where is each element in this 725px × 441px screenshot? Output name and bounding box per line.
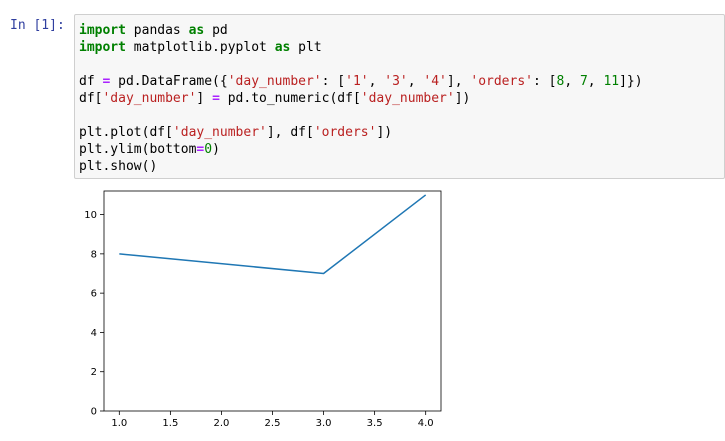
cell-output: 1.0 1.5 2.0 2.5 3.0 3.5 4.0 0 2 4 6 8 10 <box>74 182 725 436</box>
code-token: plt.plot(df[ <box>79 125 173 140</box>
code-token: plt <box>290 40 322 55</box>
x-tick-label: 2.5 <box>265 418 281 429</box>
code-token: ) <box>212 142 220 157</box>
code-token: pandas <box>125 23 189 38</box>
code-cell[interactable]: import pandas as pd import matplotlib.pyp… <box>74 14 725 179</box>
code-token: import <box>79 23 126 38</box>
code-token: plt.ylim(bottom <box>79 142 197 157</box>
code-token: 'day_number' <box>172 125 267 140</box>
code-token: plt.show() <box>79 159 158 174</box>
code-token: 8 <box>556 74 565 89</box>
code-token: ]) <box>376 125 393 140</box>
code-line: plt.ylim(bottom=0) <box>79 141 643 158</box>
code-token: = <box>212 91 220 106</box>
code-token: matplotlib.pyplot <box>125 40 275 55</box>
cell-prompt: In [1]: <box>10 18 65 33</box>
code-token: : [ <box>321 74 346 89</box>
code-token: , <box>564 74 580 89</box>
code-token: import <box>79 40 126 55</box>
x-tick-label: 1.0 <box>111 418 127 429</box>
code-token: , <box>368 74 385 89</box>
y-tick-label: 6 <box>91 289 97 300</box>
code-line: import matplotlib.pyplot as plt <box>79 39 643 56</box>
code-token: ]) <box>454 91 471 106</box>
code-line: df['day_number'] = pd.to_numeric(df['day… <box>79 90 643 107</box>
code-token: 'orders' <box>470 74 533 89</box>
code-token: '3' <box>384 74 408 89</box>
code-token: pd.DataFrame({ <box>110 74 228 89</box>
code-token: pd <box>204 23 228 38</box>
code-token: 'day_number' <box>360 91 455 106</box>
code-token: as <box>188 23 205 38</box>
code-token: pd.to_numeric(df[ <box>219 91 361 106</box>
code-token: ]}) <box>619 74 643 89</box>
code-token: ], df[ <box>266 125 314 140</box>
code-token: , <box>407 74 424 89</box>
code-token: df[ <box>79 91 103 106</box>
code-token: 'day_number' <box>102 91 197 106</box>
code-token: = <box>196 142 205 157</box>
code-line <box>79 56 643 73</box>
y-tick-label: 4 <box>91 328 97 339</box>
code-line: plt.plot(df['day_number'], df['orders']) <box>79 124 643 141</box>
code-token: 0 <box>204 142 213 157</box>
code-token: ] <box>196 91 213 106</box>
y-tick-label: 0 <box>91 407 97 418</box>
y-tick-label: 10 <box>84 210 97 221</box>
code-token: '4' <box>423 74 447 89</box>
code-editor[interactable]: import pandas as pd import matplotlib.pyp… <box>79 22 643 175</box>
code-line: import pandas as pd <box>79 22 643 39</box>
x-tick-label: 3.0 <box>316 418 332 429</box>
code-token: 'day_number' <box>227 74 322 89</box>
code-token: as <box>274 40 291 55</box>
x-tick-label: 3.5 <box>367 418 383 429</box>
code-line: df = pd.DataFrame({'day_number': ['1', '… <box>79 73 643 90</box>
code-line: plt.show() <box>79 158 643 175</box>
code-token: ], <box>446 74 471 89</box>
series-line <box>119 194 427 275</box>
code-line <box>79 107 643 124</box>
code-token: , <box>587 74 604 89</box>
code-token: : [ <box>533 74 557 89</box>
y-tick-label: 8 <box>91 249 97 260</box>
x-tick-label: 4.0 <box>418 418 434 429</box>
code-token: 'orders' <box>313 125 377 140</box>
code-token: = <box>102 74 111 89</box>
code-token: df <box>79 74 103 89</box>
y-tick-label: 2 <box>91 367 97 378</box>
plot-frame <box>103 190 442 412</box>
x-tick-label: 1.5 <box>162 418 178 429</box>
code-token: 11 <box>603 74 620 89</box>
x-tick-label: 2.0 <box>213 418 229 429</box>
line-chart: 1.0 1.5 2.0 2.5 3.0 3.5 4.0 0 2 4 6 8 10 <box>84 190 442 429</box>
code-token: 7 <box>579 74 588 89</box>
code-token: '1' <box>345 74 369 89</box>
